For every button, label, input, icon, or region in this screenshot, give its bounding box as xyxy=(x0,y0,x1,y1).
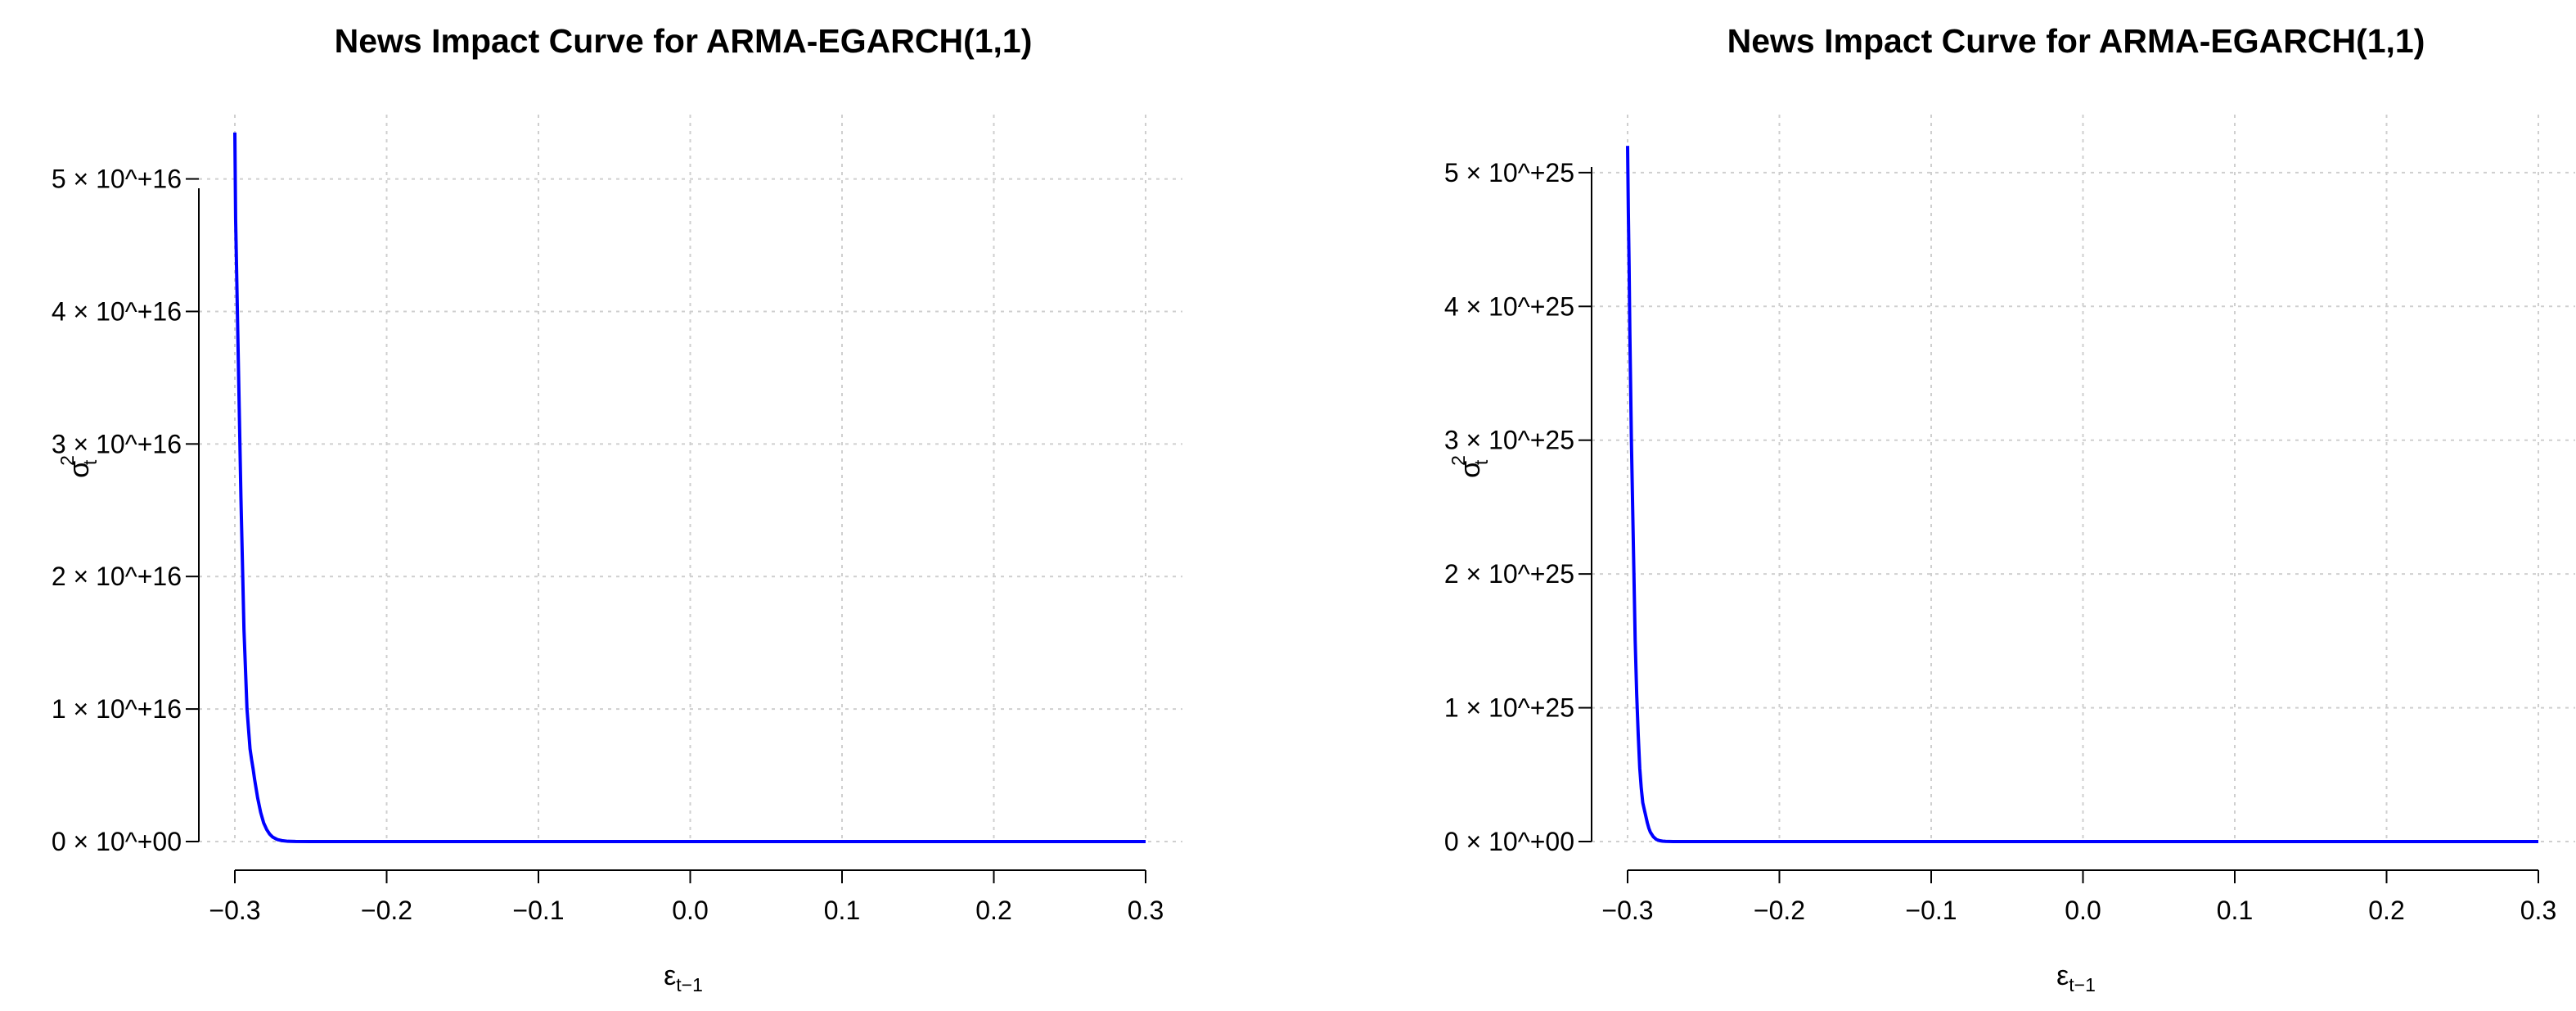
x-tick-label: −0.2 xyxy=(361,896,412,925)
chart-title: News Impact Curve for ARMA-EGARCH(1,1) xyxy=(1727,22,2425,60)
x-tick-marks: −0.3 −0.2 −0.1 0.0 0.1 0.2 0.3 xyxy=(209,870,1164,925)
y-tick-label: 1 × 10^+25 xyxy=(1444,693,1574,723)
x-tick-label: 0.1 xyxy=(824,896,860,925)
y-tick-marks: 0 × 10^+00 1 × 10^+16 2 × 10^+16 3 × 10^+16… xyxy=(52,165,199,856)
y-axis-label: σ2t xyxy=(1448,455,1492,478)
y-tick-label: 5 × 10^+25 xyxy=(1444,158,1574,187)
grid-lines xyxy=(1592,115,2575,842)
y-tick-label: 2 × 10^+25 xyxy=(1444,559,1574,589)
chart-title: News Impact Curve for ARMA-EGARCH(1,1) xyxy=(335,22,1033,60)
chart-panel-right: News Impact Curve for ARMA-EGARCH(1,1) 0… xyxy=(1444,22,2575,995)
y-tick-label: 0 × 10^+00 xyxy=(1444,827,1574,856)
x-tick-label: 0.2 xyxy=(2368,896,2404,925)
x-tick-label: −0.3 xyxy=(1601,896,1653,925)
x-axis-label: εt−1 xyxy=(664,960,703,995)
chart-panel-left: News Impact Curve for ARMA-EGARCH(1,1) 0… xyxy=(52,22,1182,995)
grid-lines xyxy=(199,115,1182,842)
news-impact-curve xyxy=(233,132,1146,843)
y-tick-marks: 0 × 10^+00 1 × 10^+25 2 × 10^+25 3 × 10^+25… xyxy=(1444,158,1592,856)
x-tick-label: −0.2 xyxy=(1754,896,1805,925)
y-tick-label: 0 × 10^+00 xyxy=(52,827,182,856)
x-tick-label: 0.1 xyxy=(2217,896,2253,925)
x-tick-label: −0.1 xyxy=(512,896,564,925)
x-tick-marks: −0.3 −0.2 −0.1 0.0 0.1 0.2 0.3 xyxy=(1601,870,2556,925)
x-tick-label: −0.1 xyxy=(1905,896,1957,925)
y-tick-label: 1 × 10^+16 xyxy=(52,694,182,724)
news-impact-curve xyxy=(1626,146,2538,843)
y-axis-label: σ2t xyxy=(56,455,101,478)
x-tick-label: 0.0 xyxy=(672,896,708,925)
x-tick-label: 0.3 xyxy=(1128,896,1164,925)
y-tick-label: 3 × 10^+16 xyxy=(52,429,182,458)
y-tick-label: 2 × 10^+16 xyxy=(52,562,182,591)
x-tick-label: 0.3 xyxy=(2520,896,2556,925)
x-tick-label: 0.0 xyxy=(2065,896,2101,925)
y-tick-label: 3 × 10^+25 xyxy=(1444,426,1574,455)
x-tick-label: −0.3 xyxy=(209,896,260,925)
x-tick-label: 0.2 xyxy=(975,896,1011,925)
y-tick-label: 4 × 10^+25 xyxy=(1444,291,1574,321)
y-tick-label: 4 × 10^+16 xyxy=(52,296,182,326)
x-axis-label: εt−1 xyxy=(2056,960,2096,995)
y-tick-label: 5 × 10^+16 xyxy=(52,165,182,194)
